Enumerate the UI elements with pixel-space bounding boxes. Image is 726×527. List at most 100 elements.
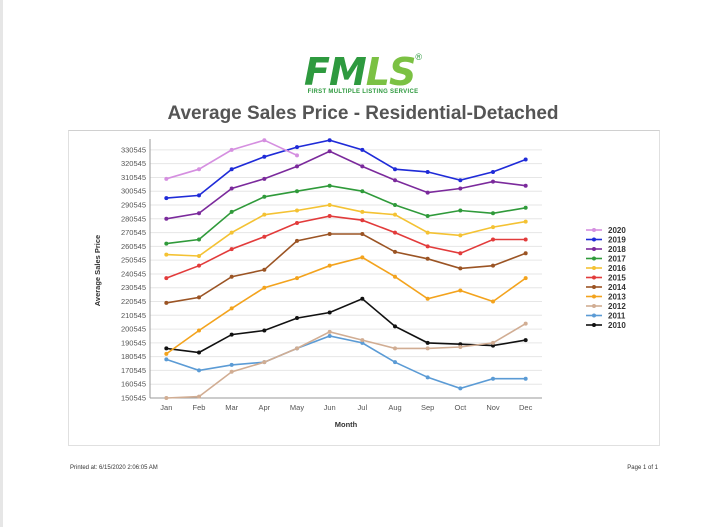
data-point-2017 <box>523 205 528 210</box>
y-tick-label: 180545 <box>121 352 146 361</box>
legend-marker-2015 <box>592 275 596 280</box>
y-tick-label: 270545 <box>121 228 146 237</box>
x-tick-label: Jul <box>358 403 368 412</box>
series-line-2019 <box>166 139 526 199</box>
data-point-2012 <box>229 369 234 374</box>
data-point-2018 <box>425 190 430 195</box>
data-point-2013 <box>425 296 430 301</box>
x-tick-label: Aug <box>388 403 401 412</box>
data-point-2011 <box>360 340 365 345</box>
data-point-2010 <box>523 338 528 343</box>
registered-mark: ® <box>415 52 422 62</box>
data-point-2018 <box>360 164 365 169</box>
data-point-2018 <box>491 179 495 184</box>
legend-marker-2011 <box>592 313 596 318</box>
data-point-2016 <box>491 225 495 230</box>
data-point-2014 <box>164 300 169 305</box>
series-line-2018 <box>166 150 526 220</box>
data-point-2012 <box>360 338 365 343</box>
data-point-2015 <box>197 263 201 268</box>
legend-marker-2016 <box>592 266 596 270</box>
data-point-2017 <box>295 189 299 194</box>
y-tick-label: 330545 <box>121 145 146 154</box>
series-line-2011 <box>166 335 526 390</box>
legend-label-2013: 2013 <box>608 293 626 302</box>
y-tick-label: 210545 <box>121 311 146 320</box>
data-point-2020 <box>229 147 234 152</box>
data-point-2017 <box>491 211 495 216</box>
data-point-2013 <box>229 306 234 311</box>
series-line-2015 <box>166 215 526 279</box>
data-point-2019 <box>197 193 201 198</box>
data-point-2018 <box>327 149 332 154</box>
data-point-2017 <box>425 214 430 219</box>
data-point-2017 <box>262 194 267 199</box>
data-point-2012 <box>393 346 397 351</box>
data-point-2012 <box>164 396 169 400</box>
x-tick-label: Nov <box>486 403 500 412</box>
data-point-2015 <box>425 244 430 249</box>
legend-label-2020: 2020 <box>608 226 626 235</box>
data-point-2017 <box>229 209 234 214</box>
data-point-2016 <box>523 219 528 224</box>
data-point-2018 <box>458 186 463 191</box>
series-line-2017 <box>166 184 526 245</box>
data-point-2016 <box>360 209 365 214</box>
data-point-2015 <box>229 247 234 252</box>
data-point-2012 <box>523 321 528 326</box>
data-point-2015 <box>295 220 299 225</box>
data-point-2013 <box>523 276 528 281</box>
data-point-2015 <box>458 251 463 256</box>
data-point-2017 <box>197 237 201 242</box>
chart-title: Average Sales Price - Residential-Detach… <box>167 103 559 124</box>
logo-wordmark: FMLS <box>303 50 416 94</box>
data-point-2010 <box>393 324 397 329</box>
data-point-2011 <box>393 360 397 365</box>
series-line-2016 <box>166 204 526 257</box>
data-point-2010 <box>197 350 201 355</box>
data-point-2019 <box>229 167 234 172</box>
legend-label-2018: 2018 <box>608 245 626 254</box>
data-point-2016 <box>197 254 201 259</box>
data-point-2015 <box>393 230 397 235</box>
data-point-2020 <box>197 167 201 172</box>
y-tick-label: 240545 <box>121 269 146 278</box>
data-point-2016 <box>229 230 234 235</box>
y-tick-label: 220545 <box>121 297 146 306</box>
legend-marker-2017 <box>592 256 596 261</box>
y-tick-label: 290545 <box>121 201 146 210</box>
legend-marker-2018 <box>592 247 596 251</box>
data-point-2014 <box>393 249 397 254</box>
data-point-2016 <box>458 233 463 238</box>
y-tick-label: 200545 <box>121 325 146 334</box>
legend-label-2011: 2011 <box>608 312 626 321</box>
x-axis-title: Month <box>335 420 358 429</box>
y-tick-label: 150545 <box>121 394 146 403</box>
data-point-2019 <box>262 154 267 159</box>
legend-label-2010: 2010 <box>608 321 626 330</box>
legend-label-2014: 2014 <box>608 283 626 292</box>
data-point-2016 <box>164 252 169 257</box>
legend-marker-2019 <box>592 237 596 242</box>
data-point-2012 <box>262 360 267 365</box>
data-point-2017 <box>458 208 463 213</box>
data-point-2011 <box>229 362 234 367</box>
data-point-2014 <box>229 274 234 279</box>
data-point-2011 <box>327 333 332 338</box>
data-point-2012 <box>425 346 430 351</box>
data-point-2012 <box>491 340 495 345</box>
data-point-2015 <box>164 276 169 281</box>
data-point-2012 <box>295 346 299 351</box>
data-point-2012 <box>327 329 332 334</box>
printed-at-label: Printed at: <box>70 465 98 471</box>
printed-at-value: 6/15/2020 2:06:05 AM <box>99 465 158 471</box>
data-point-2017 <box>360 189 365 194</box>
data-point-2011 <box>197 368 201 373</box>
data-point-2015 <box>523 237 528 242</box>
data-point-2018 <box>295 164 299 169</box>
data-point-2014 <box>327 231 332 236</box>
x-tick-label: May <box>290 403 304 412</box>
data-point-2018 <box>262 176 267 181</box>
data-point-2014 <box>523 251 528 256</box>
